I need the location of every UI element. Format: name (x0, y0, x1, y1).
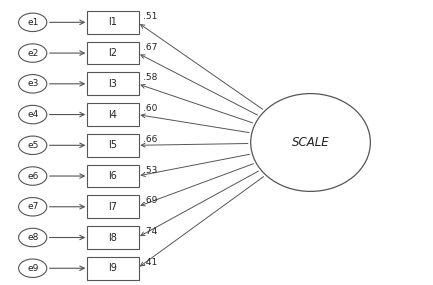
Text: .58: .58 (142, 74, 157, 82)
FancyBboxPatch shape (87, 226, 139, 249)
Text: e7: e7 (27, 202, 39, 211)
Text: SCALE: SCALE (292, 136, 330, 149)
Text: l2: l2 (108, 48, 117, 58)
Circle shape (19, 198, 47, 216)
Circle shape (19, 75, 47, 93)
Circle shape (19, 228, 47, 247)
FancyBboxPatch shape (87, 103, 139, 126)
FancyBboxPatch shape (87, 257, 139, 280)
Text: .67: .67 (142, 43, 157, 52)
FancyBboxPatch shape (87, 165, 139, 187)
Text: e4: e4 (27, 110, 39, 119)
Circle shape (19, 259, 47, 278)
Text: e2: e2 (27, 48, 39, 58)
Circle shape (19, 44, 47, 62)
Text: e3: e3 (27, 79, 39, 88)
FancyBboxPatch shape (87, 11, 139, 34)
FancyBboxPatch shape (87, 196, 139, 218)
FancyBboxPatch shape (87, 42, 139, 64)
Text: .60: .60 (142, 104, 157, 113)
Text: l9: l9 (108, 263, 117, 273)
Text: .53: .53 (142, 166, 157, 175)
Text: .41: .41 (142, 258, 157, 267)
Text: e6: e6 (27, 172, 39, 180)
Text: .69: .69 (142, 196, 157, 205)
Text: e5: e5 (27, 141, 39, 150)
Text: l1: l1 (108, 17, 117, 27)
Text: l5: l5 (108, 140, 117, 150)
Text: .66: .66 (142, 135, 157, 144)
Text: l8: l8 (108, 233, 117, 243)
FancyBboxPatch shape (87, 72, 139, 95)
Text: .74: .74 (142, 227, 157, 236)
Text: l6: l6 (108, 171, 117, 181)
Circle shape (19, 167, 47, 185)
Text: e9: e9 (27, 264, 39, 273)
Ellipse shape (251, 93, 370, 192)
Text: e8: e8 (27, 233, 39, 242)
FancyBboxPatch shape (87, 134, 139, 157)
Text: l7: l7 (108, 202, 117, 212)
Circle shape (19, 13, 47, 32)
Text: l3: l3 (108, 79, 117, 89)
Text: l4: l4 (108, 109, 117, 119)
Circle shape (19, 105, 47, 124)
Text: .51: .51 (142, 12, 157, 21)
Text: e1: e1 (27, 18, 39, 27)
Circle shape (19, 136, 47, 154)
